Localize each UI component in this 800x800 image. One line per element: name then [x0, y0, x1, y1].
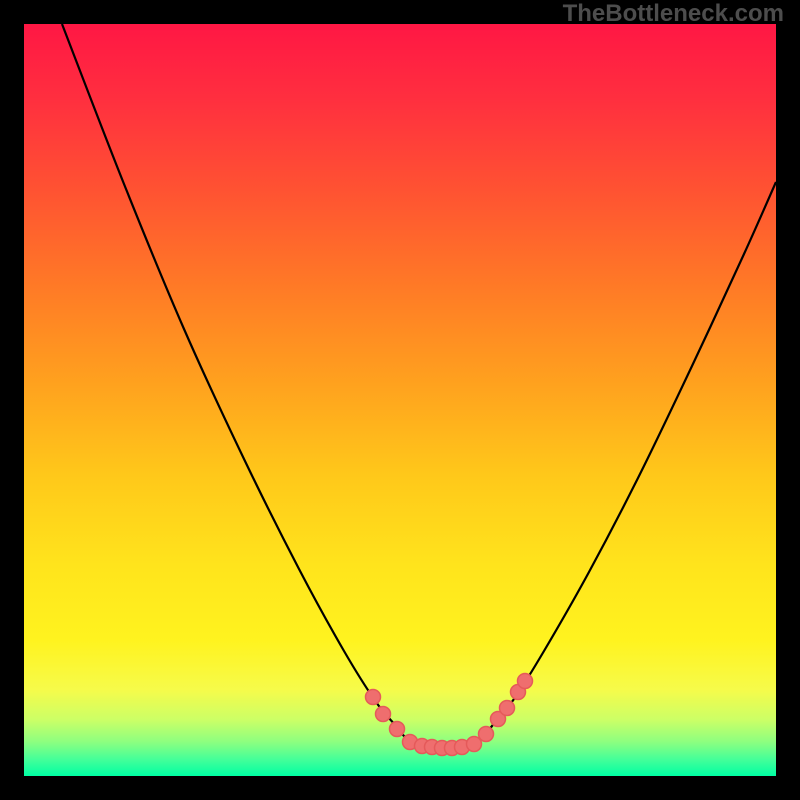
curve-marker — [376, 707, 391, 722]
plot-area — [24, 24, 776, 776]
curve-marker — [366, 690, 381, 705]
watermark-text: TheBottleneck.com — [563, 0, 784, 28]
bottleneck-chart — [24, 24, 776, 776]
curve-marker — [518, 674, 533, 689]
gradient-background — [24, 24, 776, 776]
curve-marker — [467, 737, 482, 752]
curve-marker — [390, 722, 405, 737]
curve-marker — [500, 701, 515, 716]
chart-frame: TheBottleneck.com — [0, 0, 800, 800]
curve-marker — [479, 727, 494, 742]
